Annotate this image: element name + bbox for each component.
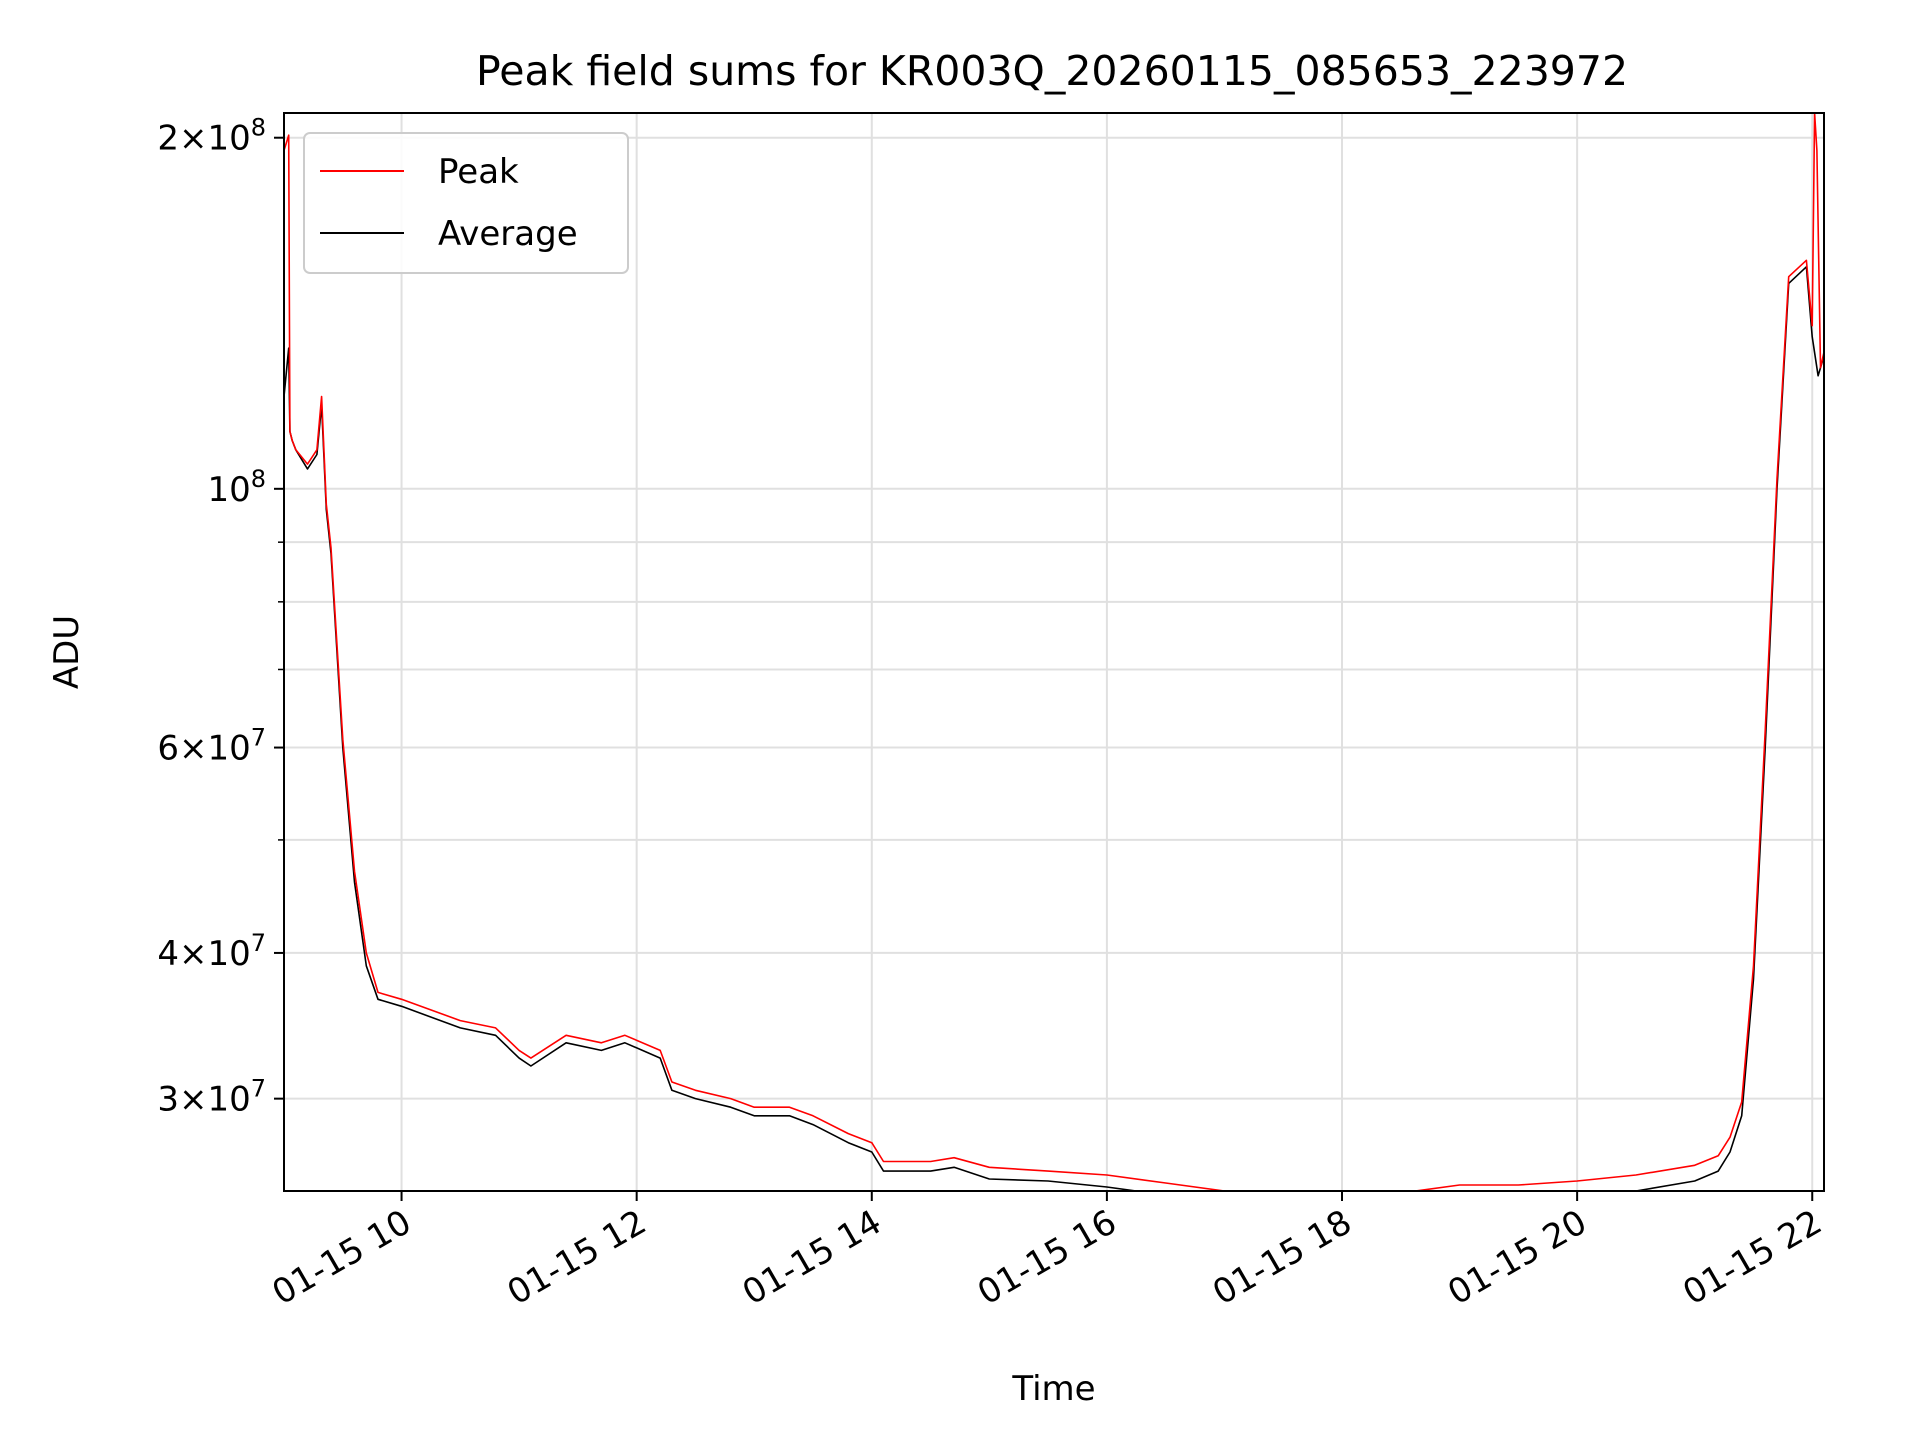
series-layer [284,113,1824,1191]
y-axis-ticks: 2×108 108 6×107 4×107 3×107 [157,114,284,1120]
legend: Peak Average [303,132,629,274]
x-axis-label: Time [1011,1369,1095,1409]
y-tick-label: 6×107 [157,724,266,769]
y-tick-label: 2×108 [157,114,266,159]
legend-peak-label: Peak [438,152,519,192]
chart-title: Peak field sums for KR003Q_20260115_0856… [476,47,1628,95]
grid [284,113,1824,1191]
plot-area [284,113,1824,1191]
legend-average-label: Average [438,214,578,254]
y-tick-label: 108 [207,465,266,510]
y-tick-label: 4×107 [157,929,266,974]
y-tick-label: 3×107 [157,1075,266,1120]
legend-box [303,132,629,274]
series-line-peak [284,113,1824,1191]
plot-frame [283,112,1825,1192]
y-axis-label: ADU [47,615,87,689]
